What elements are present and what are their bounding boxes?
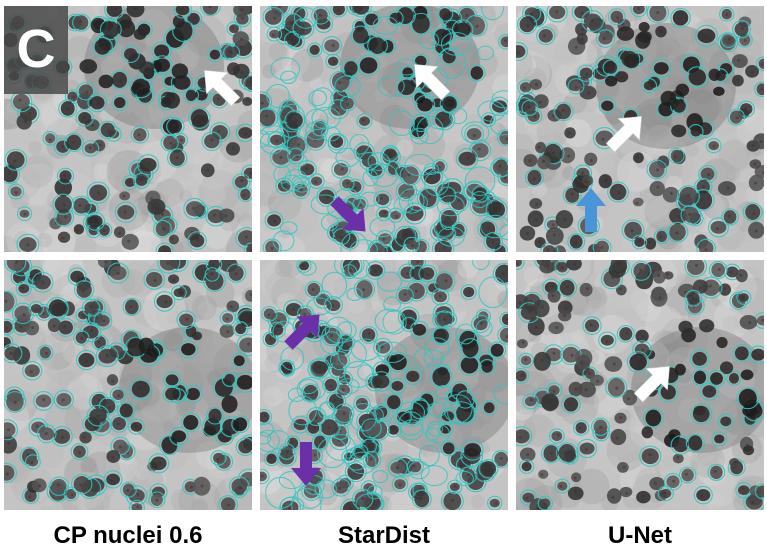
arrow-purple-up-right bbox=[284, 314, 320, 350]
column-label-unet: U-Net bbox=[608, 522, 672, 549]
arrow-white-up-left bbox=[414, 64, 451, 101]
column-label-stardist: StarDist bbox=[337, 522, 431, 549]
micrograph-cp-nuclei-bottom bbox=[4, 260, 252, 510]
arrow-white-up-right bbox=[605, 116, 642, 153]
micrograph-stardist-bottom bbox=[260, 260, 508, 510]
micrograph-unet-top bbox=[516, 6, 764, 252]
panel-unet-top bbox=[516, 6, 764, 252]
panel-letter-box bbox=[4, 6, 68, 94]
arrow-white-up-right bbox=[633, 366, 670, 403]
panel-cp-nuclei-bottom bbox=[4, 260, 252, 510]
arrow-purple-down bbox=[291, 442, 321, 486]
micrograph-stardist-top bbox=[260, 6, 508, 252]
panel-stardist-top bbox=[260, 6, 508, 252]
panel-stardist-bottom bbox=[260, 260, 508, 510]
arrow-white-up-left bbox=[204, 70, 241, 107]
panel-cp-nuclei-top bbox=[4, 6, 252, 252]
arrow-purple-down-right bbox=[330, 196, 366, 232]
arrow-blue-up bbox=[576, 188, 606, 232]
micrograph-unet-bottom bbox=[516, 260, 764, 510]
panel-unet-bottom bbox=[516, 260, 764, 510]
column-label-cp-nuclei: CP nuclei 0.6 bbox=[53, 522, 203, 549]
panel-letter: C bbox=[16, 19, 56, 79]
micrograph-cp-nuclei-top bbox=[4, 6, 252, 252]
